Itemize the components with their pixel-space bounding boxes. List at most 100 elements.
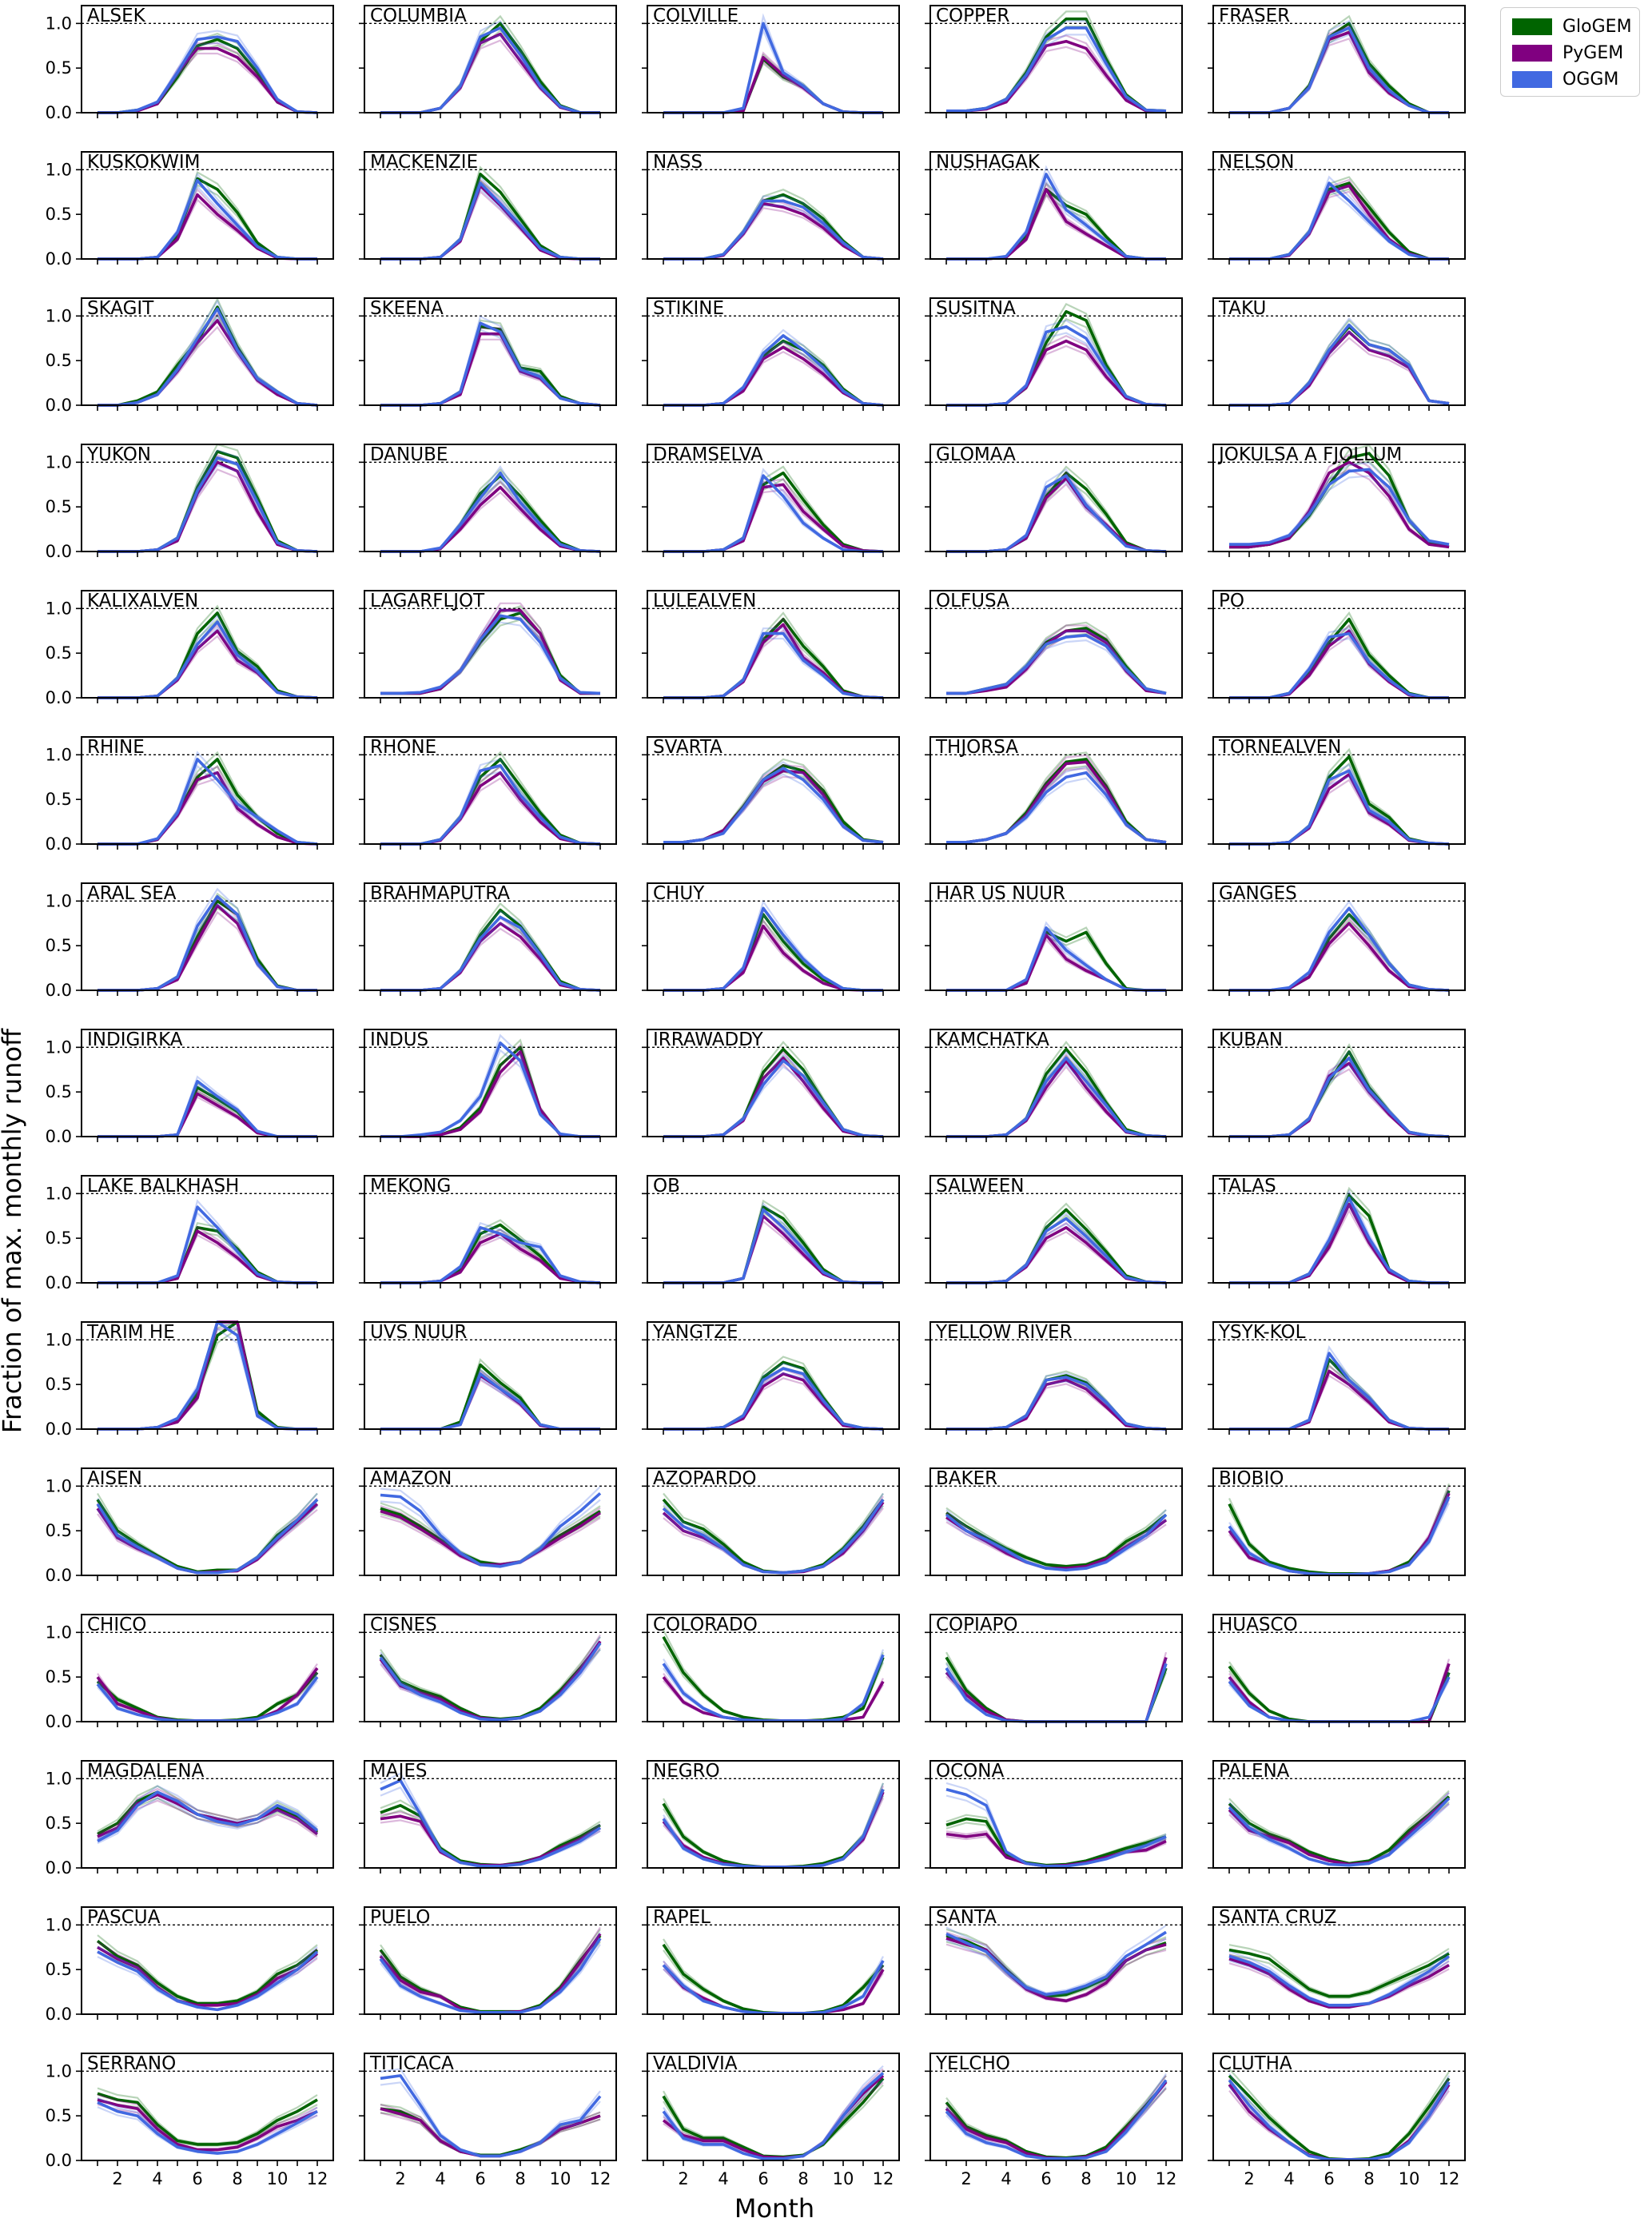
panel-title: KAMCHATKA xyxy=(936,1029,1049,1050)
series-line-oggm xyxy=(97,2101,318,2155)
panel-magdalena: MAGDALENA 0.0 0.5 1.0 xyxy=(46,1760,334,1878)
series-spread-glogem xyxy=(380,902,601,992)
series-spread-glogem xyxy=(946,1040,1167,1138)
panel-title: COLUMBIA xyxy=(370,6,467,26)
series-spread-oggm xyxy=(98,902,317,992)
series-line-oggm xyxy=(663,906,883,992)
legend-swatch-glogem xyxy=(1512,18,1552,35)
series-spread-glogem xyxy=(1229,747,1450,846)
y-tick-label: 0.0 xyxy=(46,1420,72,1439)
panel-title: YANGTZE xyxy=(652,1322,738,1343)
panel-frame xyxy=(647,2053,900,2161)
panel-yukon: YUKON 0.0 0.5 1.0 xyxy=(46,443,334,561)
series-spread-oggm xyxy=(663,1053,884,1138)
panel-yellow-river: YELLOW RIVER xyxy=(925,1321,1183,1435)
panel-frame xyxy=(1212,444,1466,552)
panel-title: FRASER xyxy=(1219,6,1290,26)
series-line-oggm xyxy=(663,334,884,407)
y-tick-label: 1.0 xyxy=(46,2061,72,2081)
panel-frame xyxy=(647,1760,900,1869)
series-line-pygem xyxy=(380,771,601,846)
series-spread-oggm xyxy=(663,899,883,992)
panel-po: PO xyxy=(1208,590,1466,703)
series-line-glogem xyxy=(663,1360,884,1431)
series-spread-glogem xyxy=(1229,1186,1449,1284)
series-line-oggm xyxy=(663,1367,884,1431)
panel-title: OCONA xyxy=(936,1761,1004,1782)
series-line-oggm xyxy=(96,1498,319,1575)
series-line-oggm xyxy=(1228,1495,1451,1576)
panel-title: BRAHMAPUTRA xyxy=(370,883,510,904)
panel-frame xyxy=(364,1175,617,1284)
series-spread-oggm xyxy=(98,887,317,992)
series-line-oggm xyxy=(945,1787,1167,1868)
panel-frame xyxy=(1212,1321,1466,1430)
panel-title: DANUBE xyxy=(370,444,448,465)
panel-irrawaddy: IRRAWADDY xyxy=(642,1029,900,1142)
series-spread-pygem xyxy=(946,1231,1167,1284)
series-spread-oggm xyxy=(1228,2073,1450,2160)
panel-frame xyxy=(81,2053,334,2161)
series-line-pygem xyxy=(98,629,318,699)
series-line-pygem xyxy=(1228,1957,1450,2009)
series-line-glogem xyxy=(945,1656,1168,1723)
panel-frame xyxy=(929,1614,1183,1722)
series-spread-oggm xyxy=(663,637,884,699)
series-line-glogem xyxy=(946,1047,1167,1138)
panel-title: INDIGIRKA xyxy=(87,1029,183,1050)
series-line-pygem xyxy=(663,483,884,553)
y-tick-label: 1.0 xyxy=(46,1330,72,1349)
series-line-oggm xyxy=(663,474,883,553)
x-tick-label: 2 xyxy=(1244,2169,1254,2188)
panel-puelo: PUELO xyxy=(359,1906,617,2020)
panel-frame xyxy=(1212,1175,1466,1284)
x-tick-label: 6 xyxy=(758,2169,768,2188)
panel-title: NUSHAGAK xyxy=(936,152,1041,173)
series-spread-pygem xyxy=(663,629,884,699)
series-spread-pygem xyxy=(380,1926,601,2013)
series-line-glogem xyxy=(380,22,600,114)
series-spread-glogem xyxy=(1229,188,1449,261)
series-spread-glogem xyxy=(946,1379,1167,1431)
panel-alsek: ALSEK 0.0 0.5 1.0 xyxy=(46,5,334,122)
panel-title: UVS NUUR xyxy=(370,1322,467,1343)
series-spread-oggm xyxy=(380,2068,601,2157)
panel-title: RAPEL xyxy=(653,1907,711,1928)
panel-chico: CHICO 0.0 0.5 1.0 xyxy=(46,1614,334,1731)
series-line-oggm xyxy=(98,1080,317,1138)
series-line-oggm xyxy=(1229,1197,1449,1284)
panel-title: PO xyxy=(1219,591,1244,611)
series-spread-oggm xyxy=(380,19,600,114)
series-line-oggm xyxy=(663,1059,884,1138)
series-line-oggm xyxy=(380,1372,600,1431)
series-spread-pygem xyxy=(380,1634,601,1721)
panel-frame xyxy=(1212,882,1466,991)
panel-frame xyxy=(929,151,1183,260)
panel-frame xyxy=(647,1467,900,1576)
series-line-oggm xyxy=(946,926,1166,992)
series-line-oggm xyxy=(380,614,601,695)
panel-aral-sea: ARAL SEA 0.0 0.5 1.0 xyxy=(46,882,334,1000)
series-spread-glogem xyxy=(98,313,318,407)
series-line-pygem xyxy=(663,56,883,114)
series-spread-oggm xyxy=(98,172,317,261)
panel-frame xyxy=(929,1760,1183,1869)
y-tick-label: 0.5 xyxy=(46,1228,72,1248)
series-spread-oggm xyxy=(945,1659,1168,1723)
y-tick-label: 0.5 xyxy=(46,1667,72,1686)
series-spread-glogem xyxy=(98,1327,317,1431)
panel-title: SVARTA xyxy=(653,737,723,758)
panel-title: THJORSA xyxy=(935,737,1018,758)
series-spread-glogem xyxy=(98,751,318,846)
panel-frame xyxy=(929,5,1183,113)
series-spread-pygem xyxy=(98,1096,317,1138)
legend-item-oggm: OGGM xyxy=(1512,67,1618,91)
panel-skeena: SKEENA xyxy=(359,297,617,411)
y-tick-label: 0.0 xyxy=(46,1127,72,1146)
series-spread-pygem xyxy=(945,2075,1167,2160)
series-spread-oggm xyxy=(663,1202,883,1284)
panel-frame xyxy=(647,1175,900,1284)
series-spread-pygem xyxy=(1229,1196,1449,1284)
series-line-pygem xyxy=(1229,922,1450,992)
panel-skagit: SKAGIT 0.0 0.5 1.0 xyxy=(46,297,334,415)
